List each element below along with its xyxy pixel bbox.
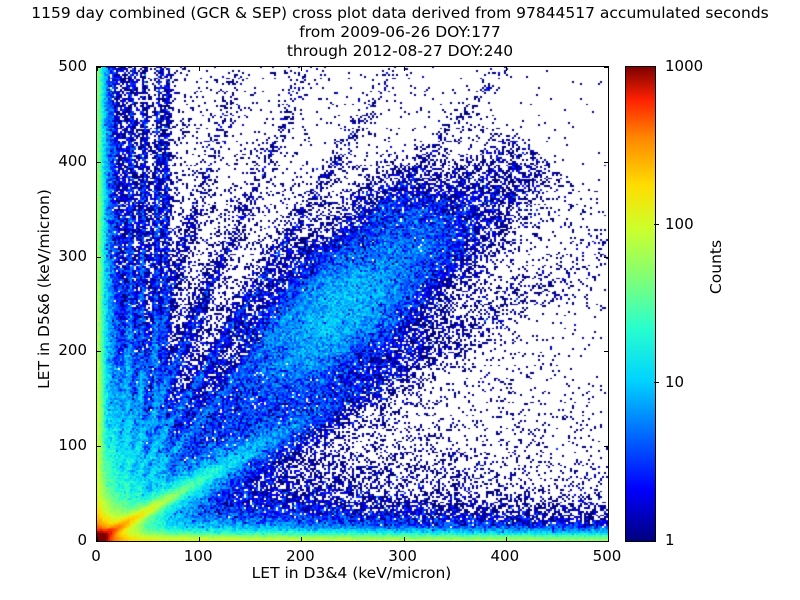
y-tick-label: 0: [77, 531, 87, 549]
y-tick-mark: [97, 541, 101, 542]
x-tick-mark: [403, 537, 405, 541]
y-tick-label: 100: [58, 436, 87, 455]
y-axis-label: LET in D5&6 (keV/micron): [35, 189, 53, 389]
scatter-density-plot: [97, 67, 608, 541]
title-line-3: through 2012-08-27 DOY:240: [286, 42, 514, 60]
y-tick-mark-right: [604, 351, 608, 353]
y-tick-mark-right: [604, 67, 608, 68]
colorbar-label: Counts: [707, 239, 725, 295]
x-tick-label: 100: [183, 547, 213, 565]
x-tick-label: 0: [91, 547, 101, 565]
colorbar-gradient: [626, 67, 655, 541]
y-tick-mark-right: [604, 256, 608, 258]
y-tick-mark-right: [604, 161, 608, 163]
colorbar: [625, 66, 656, 542]
x-tick-mark: [505, 537, 507, 541]
x-tick-mark-top: [608, 67, 609, 71]
x-tick-mark-top: [301, 67, 303, 71]
x-tick-mark: [97, 537, 98, 541]
x-tick-mark-top: [403, 67, 405, 71]
x-tick-mark: [608, 537, 609, 541]
x-tick-mark: [301, 537, 303, 541]
colorbar-tick-label: 100: [665, 215, 694, 233]
title-line-2: from 2009-06-26 DOY:177: [299, 23, 501, 41]
x-tick-label: 500: [592, 547, 622, 565]
x-tick-mark-top: [199, 67, 201, 71]
y-tick-mark: [97, 161, 101, 163]
y-tick-label: 500: [58, 57, 87, 75]
colorbar-tick-mark: [654, 382, 659, 383]
x-axis-label: LET in D3&4 (keV/micron): [251, 564, 452, 582]
y-tick-mark-right: [604, 541, 608, 542]
y-tick-label: 300: [58, 246, 87, 265]
x-tick-mark: [199, 537, 201, 541]
x-tick-label: 200: [286, 547, 315, 565]
plot-axes-frame: [96, 66, 609, 542]
x-tick-label: 300: [388, 547, 417, 565]
y-tick-label: 200: [58, 341, 87, 360]
colorbar-tick-label: 1: [665, 531, 675, 549]
y-tick-mark: [97, 446, 101, 448]
title-line-1: 1159 day combined (GCR & SEP) cross plot…: [31, 4, 769, 22]
y-tick-mark: [97, 67, 101, 68]
y-tick-mark: [97, 351, 101, 353]
x-tick-mark-top: [97, 67, 98, 71]
y-tick-mark: [97, 256, 101, 258]
y-tick-mark-right: [604, 446, 608, 448]
colorbar-tick-label: 1000: [665, 57, 704, 75]
y-tick-label: 400: [58, 151, 87, 170]
x-tick-mark-top: [505, 67, 507, 71]
figure-title: 1159 day combined (GCR & SEP) cross plot…: [0, 4, 800, 61]
colorbar-tick-mark: [654, 224, 659, 225]
colorbar-tick-label: 10: [665, 373, 685, 391]
x-tick-label: 400: [490, 547, 520, 565]
